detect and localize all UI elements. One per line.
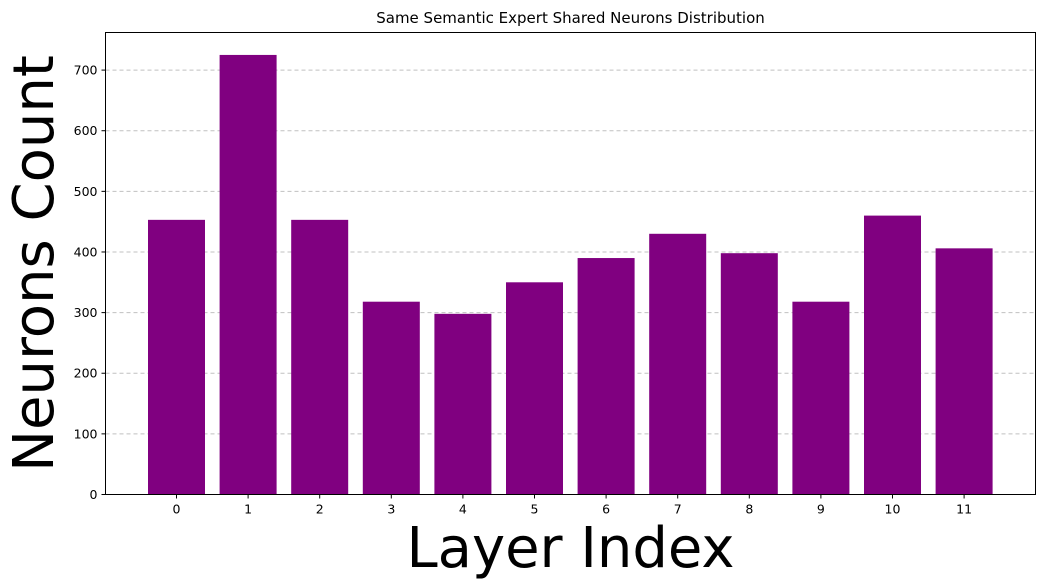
- y-tick-label: 700: [74, 63, 98, 78]
- x-tick-label: 9: [817, 502, 825, 517]
- bar-layer-8: [720, 253, 778, 495]
- y-tick-label: 300: [74, 305, 98, 320]
- bar-layer-6: [577, 258, 635, 495]
- x-tick-label: 2: [316, 502, 324, 517]
- bar-layer-0: [148, 219, 205, 495]
- x-tick-label: 0: [173, 502, 181, 517]
- y-tick-label: 600: [74, 123, 98, 138]
- x-tick-label: 1: [244, 502, 252, 517]
- bar-layer-7: [649, 233, 707, 495]
- x-tick-label: 4: [459, 502, 467, 517]
- plot-frame: [105, 32, 1036, 495]
- x-tick-label: 7: [674, 502, 682, 517]
- x-tick-label: 5: [531, 502, 539, 517]
- bar-layer-5: [506, 282, 563, 495]
- y-tick-label: 0: [90, 487, 98, 502]
- x-tick-label: 8: [745, 502, 753, 517]
- bar-layer-10: [864, 215, 921, 495]
- bar-layer-3: [362, 301, 420, 495]
- x-tick-label: 6: [602, 502, 610, 517]
- x-tick-label: 10: [885, 502, 901, 517]
- x-tick-label: 11: [956, 502, 972, 517]
- x-axis-title: Layer Index: [406, 516, 734, 581]
- y-axis-title: Neurons Count: [2, 55, 67, 472]
- x-axis-ticks: 0 1 2 3 4 5 6 7 8 9 10 11: [173, 494, 972, 517]
- y-tick-label: 500: [74, 184, 98, 199]
- bar-layer-9: [792, 301, 850, 495]
- chart-title: Same Semantic Expert Shared Neurons Dist…: [376, 9, 765, 27]
- y-axis-ticks: 0 100 200 300 400 500 600 700: [74, 63, 106, 502]
- y-tick-label: 100: [74, 426, 98, 441]
- bar-layer-2: [291, 219, 349, 495]
- y-tick-label: 200: [74, 366, 98, 381]
- bars: [148, 54, 993, 495]
- x-tick-label: 3: [387, 502, 395, 517]
- y-tick-label: 400: [74, 244, 98, 259]
- bar-layer-1: [219, 54, 277, 495]
- bar-layer-11: [935, 248, 993, 495]
- bar-layer-4: [434, 313, 492, 495]
